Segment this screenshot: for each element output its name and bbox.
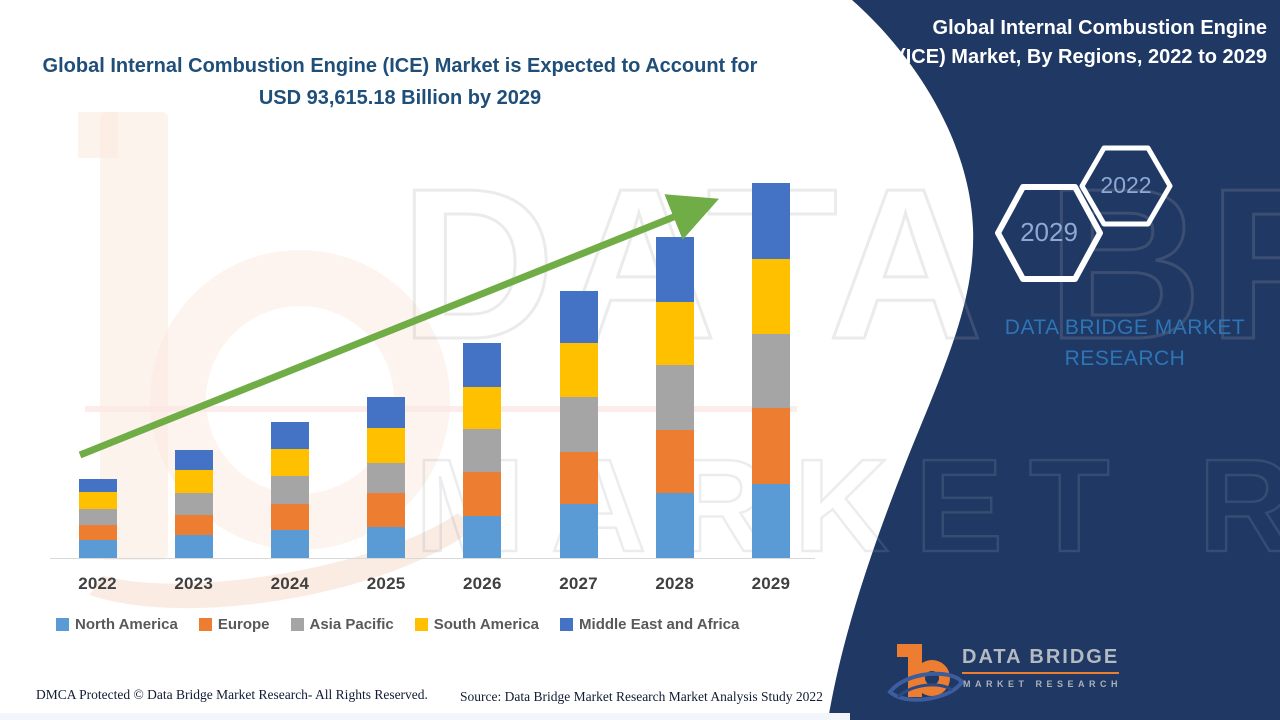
x-axis-label: 2025 (366, 574, 406, 593)
x-axis-label: 2028 (655, 574, 694, 593)
bar-segment-2026 (463, 515, 502, 558)
right-panel-title: Global Internal Combustion Engine (ICE) … (899, 17, 1267, 68)
bar-segment-2029 (751, 483, 790, 558)
dbmr-logo-b-icon (897, 644, 910, 657)
hexagon-year-front: 2029 (1020, 217, 1078, 247)
bar-segment-2024 (270, 476, 309, 504)
bar-segment-2026 (463, 472, 502, 516)
bar-segment-2022 (78, 524, 117, 541)
bar-segment-2027 (559, 343, 598, 397)
bar-segment-2026 (463, 429, 502, 473)
legend-label: South America (433, 616, 540, 633)
legend-item: Asia Pacific (290, 616, 394, 633)
legend-item: South America (414, 616, 540, 633)
x-axis-label: 2029 (751, 574, 791, 593)
legend-item: North America (56, 616, 178, 633)
dbmr-logo-name: DATA BRIDGE (962, 646, 1120, 674)
brand-text: DATA BRIDGE MARKET RESEARCH (1004, 316, 1246, 370)
bar-segment-2025 (367, 463, 406, 494)
bar-segment-2025 (367, 526, 406, 558)
bar-segment-2022 (78, 492, 117, 509)
bar-segment-2024 (270, 503, 309, 531)
bar-segment-2024 (270, 422, 309, 449)
chart-headline: Global Internal Combustion Engine (ICE) … (42, 55, 758, 109)
bar-segment-2023 (174, 469, 213, 493)
bar-segment-2022 (78, 540, 117, 558)
legend-swatch-icon (290, 618, 304, 631)
legend-label: Asia Pacific (309, 616, 394, 633)
bar-segment-2023 (174, 492, 213, 515)
legend-label: North America (75, 616, 178, 633)
bar-segment-2023 (174, 449, 213, 470)
hexagon-year-back: 2022 (1100, 172, 1152, 198)
bar-segment-2027 (559, 504, 598, 558)
bar-segment-2028 (655, 429, 694, 493)
bar-segment-2027 (559, 290, 598, 343)
legend-swatch-icon (56, 618, 69, 631)
bar-segment-2028 (655, 301, 694, 365)
bar-segment-2028 (655, 492, 694, 558)
footer-source: Source: Data Bridge Market Research Mark… (460, 689, 823, 704)
x-axis-label: 2024 (270, 574, 310, 593)
bar-segment-2023 (174, 514, 213, 536)
x-axis-label: 2027 (559, 574, 598, 593)
bar-segment-2025 (367, 493, 406, 527)
bar-segment-2028 (655, 364, 694, 430)
legend-label: Europe (217, 616, 270, 633)
legend-swatch-icon (560, 618, 574, 631)
bar-segment-2024 (270, 448, 309, 477)
legend-swatch-icon (198, 618, 212, 631)
bar-segment-2029 (751, 258, 790, 334)
legend-item: Middle East and Africa (560, 616, 739, 633)
bar-segment-2025 (367, 428, 406, 464)
bar-segment-2029 (751, 183, 790, 259)
legend-swatch-icon (414, 618, 428, 631)
bar-segment-2027 (559, 397, 598, 452)
bar-segment-2027 (559, 452, 598, 504)
bar-segment-2029 (751, 333, 790, 408)
footer-dmca: DMCA Protected © Data Bridge Market Rese… (36, 687, 428, 702)
legend-item: Europe (198, 616, 270, 633)
bar-segment-2028 (655, 236, 694, 302)
dbmr-logo-subtitle: MARKET RESEARCH (963, 679, 1123, 689)
bar-segment-2024 (270, 530, 309, 558)
dbmr-logo-b-icon (914, 660, 950, 696)
bar-segment-2029 (751, 407, 790, 484)
bar-segment-2026 (463, 387, 502, 430)
x-axis-label: 2023 (174, 574, 213, 593)
x-axis-label: 2022 (78, 574, 117, 593)
bar-segment-2026 (463, 343, 502, 388)
x-axis-line (50, 558, 815, 559)
bar-segment-2022 (78, 508, 117, 525)
x-axis-label: 2026 (462, 574, 502, 593)
legend-label: Middle East and Africa (579, 616, 740, 633)
bar-segment-2025 (367, 396, 406, 429)
bar-segment-2022 (78, 478, 117, 493)
chart-legend: North America Europe Asia Pacific South Ame… (56, 616, 739, 633)
bar-segment-2023 (174, 535, 213, 558)
